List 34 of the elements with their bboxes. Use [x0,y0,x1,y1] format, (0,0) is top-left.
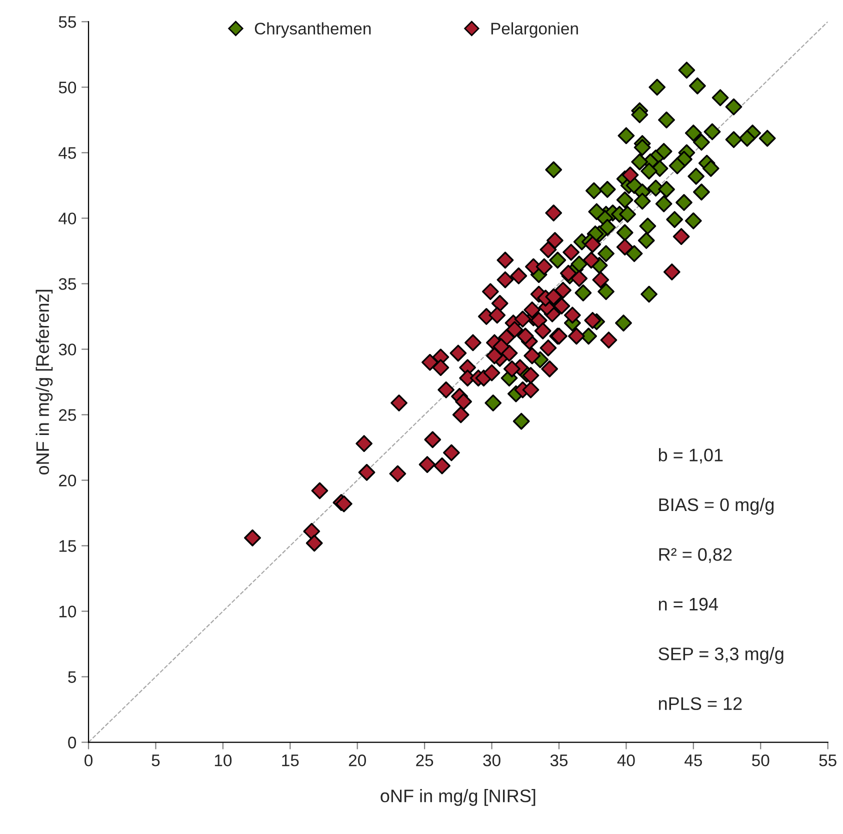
x-tick-label: 35 [550,754,568,766]
x-tick-label: 30 [483,754,500,766]
y-tick-label: 30 [58,344,76,356]
y-tick-label: 50 [58,82,76,94]
y-tick-label: 5 [68,671,76,683]
x-tick-label: 55 [819,754,836,766]
x-tick-label: 40 [617,754,635,766]
annotation: R² = 0,82 [659,548,732,563]
y-tick-label: 0 [68,736,76,748]
annotation: b = 1,01 [658,448,723,464]
x-tick-label: 5 [152,754,160,766]
annotation: n = 194 [658,598,718,611]
legend-label: Pelargonien [491,22,578,38]
x-tick-label: 45 [684,754,702,766]
annotation: SEP = 3,3 mg/g [658,647,784,664]
x-tick-label: 25 [416,754,434,766]
annotation: nPLS = 12 [658,697,742,710]
y-tick-label: 35 [58,278,76,290]
y-tick-label: 25 [59,409,76,421]
y-tick-label: 10 [59,606,76,618]
x-axis-title: oNF in mg/g [NIRS] [380,789,536,806]
y-tick-label: 55 [58,16,76,28]
legend-label: Chrysanthemen [254,22,371,38]
x-tick-label: 0 [84,754,92,766]
x-tick-label: 10 [214,754,232,766]
y-tick-label: 20 [59,474,76,486]
x-tick-label: 20 [348,754,366,766]
x-tick-label: 50 [752,754,770,766]
y-tick-label: 40 [58,212,76,224]
y-tick-label: 15 [59,540,76,552]
y-tick-label: 45 [58,147,76,159]
y-axis-title: oNF in mg/g [Referenz] [36,290,53,475]
annotation: BIAS = 0 mg/g [659,498,774,515]
x-tick-label: 15 [282,754,299,766]
